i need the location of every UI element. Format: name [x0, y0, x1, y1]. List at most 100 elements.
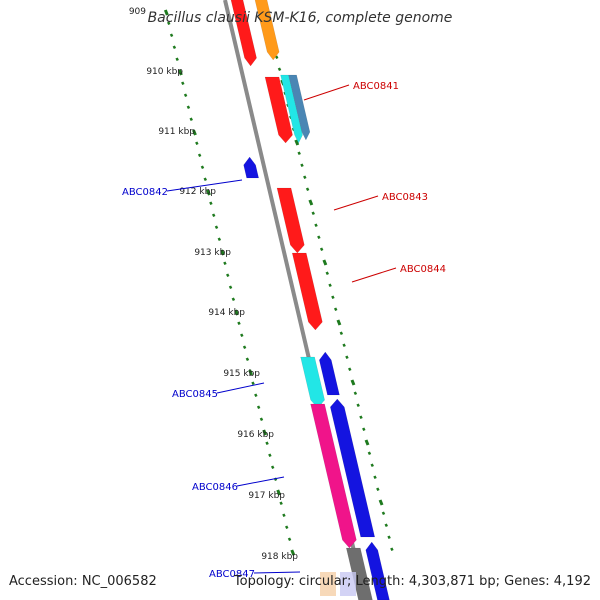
- ruler-tick-outer: [328, 283, 332, 288]
- ruler-tick-outer: [376, 487, 380, 492]
- gene-arrow: [365, 541, 390, 600]
- ruler-tick-outer: [342, 343, 346, 348]
- gene-label: ABC0841: [353, 81, 399, 92]
- ruler-tick-outer: [370, 463, 374, 468]
- ruler-tick: [226, 273, 230, 278]
- ruler-label: 918 kbp: [261, 552, 298, 562]
- ruler-tick: [195, 141, 199, 146]
- ruler-tick: [254, 393, 258, 398]
- ruler-tick-outer: [350, 379, 356, 386]
- gene-label: ABC0846: [192, 482, 238, 493]
- ruler-tick-outer: [277, 67, 282, 72]
- ruler-tick: [175, 57, 179, 62]
- ruler-label: 910 kbp: [146, 67, 183, 77]
- ruler-tick: [234, 309, 239, 316]
- ruler-tick-outer: [305, 187, 310, 192]
- ruler-tick: [163, 9, 169, 16]
- ruler-tick: [256, 405, 261, 410]
- gene-label: ABC0845: [172, 389, 218, 400]
- ruler-tick-outer: [378, 499, 384, 506]
- ruler-tick-outer: [308, 199, 314, 206]
- ruler-tick: [192, 129, 197, 136]
- ruler-tick-outer: [325, 271, 330, 276]
- ruler-tick-outer: [384, 523, 389, 528]
- ruler-tick: [290, 549, 296, 556]
- ruler-tick-outer: [390, 547, 394, 552]
- gene-label-leader: [333, 195, 379, 211]
- ruler-tick: [209, 201, 213, 206]
- gene-label-leader: [216, 382, 265, 394]
- ruler-tick-outer: [353, 391, 358, 396]
- ruler-tick: [248, 369, 254, 376]
- ruler-tick-outer: [381, 511, 386, 516]
- ruler-label: 913 kbp: [194, 248, 231, 258]
- genome-title: Bacillus clausii KSM-K16, complete genom…: [147, 10, 453, 26]
- ruler-tick-outer: [303, 175, 307, 180]
- ruler-tick: [268, 453, 272, 458]
- gene-arrow: [320, 572, 336, 596]
- gene-arrow: [345, 547, 373, 600]
- ruler-tick-outer: [333, 307, 338, 312]
- ruler-tick: [200, 165, 205, 170]
- ruler-tick: [167, 21, 171, 26]
- gene-label: ABC0843: [382, 192, 428, 203]
- ruler-tick-outer: [387, 535, 391, 540]
- ruler-tick-outer: [367, 451, 372, 456]
- ruler-tick: [245, 357, 250, 362]
- ruler-tick-outer: [356, 403, 360, 408]
- ruler-tick: [203, 177, 207, 182]
- ruler-tick-outer: [373, 475, 377, 480]
- ruler-tick: [169, 33, 174, 38]
- ruler-label: 912 kbp: [179, 187, 216, 197]
- ruler-tick: [177, 69, 183, 76]
- ruler-label: 914 kbp: [208, 308, 245, 318]
- ruler-tick-outer: [319, 247, 324, 252]
- ruler-tick: [237, 321, 241, 326]
- ruler-tick-outer: [294, 139, 300, 146]
- gene-arrow: [319, 351, 340, 396]
- ruler-label: 911 kbp: [158, 127, 195, 137]
- gene-arrow: [288, 74, 311, 141]
- ruler-tick: [287, 537, 292, 542]
- ruler-tick-outer: [362, 427, 366, 432]
- gene-label: ABC0847: [209, 569, 255, 580]
- gene-label-leader: [236, 476, 285, 487]
- topology-info-text: Topology: circular; Length: 4,303,871 bp…: [233, 574, 591, 589]
- gene-arrow: [310, 403, 357, 549]
- gene-label-leader: [166, 179, 243, 192]
- accession-text: Accession: NC_006582: [9, 574, 157, 589]
- ruler-tick: [270, 465, 275, 470]
- gene-label: ABC0842: [122, 187, 168, 198]
- ruler-tick: [183, 93, 188, 98]
- gene-arrow: [230, 0, 257, 67]
- ruler-tick-outer: [359, 415, 363, 420]
- ruler-label: 915 kbp: [223, 369, 260, 379]
- ruler-tick-outer: [364, 439, 370, 446]
- ruler-label: 917 kbp: [248, 491, 285, 501]
- ruler-tick-outer: [314, 223, 318, 228]
- ruler-tick: [285, 525, 289, 530]
- gene-label-leader: [253, 571, 301, 574]
- ruler-tick: [240, 333, 244, 338]
- ruler-tick: [259, 417, 264, 422]
- gene-arrow: [330, 398, 376, 538]
- gene-arrow: [243, 156, 259, 179]
- gene-arrow: [291, 252, 323, 331]
- ruler-tick: [223, 261, 227, 266]
- ruler-tick: [186, 105, 191, 110]
- gene-label-leader: [351, 267, 397, 283]
- ruler-tick: [214, 225, 219, 230]
- ruler-tick-outer: [274, 55, 279, 60]
- ruler-tick: [282, 513, 286, 518]
- ruler-tick: [172, 45, 177, 50]
- ruler-tick: [251, 381, 255, 386]
- ruler-tick-outer: [297, 151, 301, 156]
- ruler-tick: [220, 249, 225, 256]
- ruler-tick: [276, 489, 282, 496]
- gene-arrow: [254, 0, 280, 61]
- ruler-tick: [231, 297, 236, 302]
- ruler-tick: [211, 213, 216, 218]
- ruler-tick-outer: [339, 331, 344, 336]
- ruler-label: 916 kbp: [237, 430, 274, 440]
